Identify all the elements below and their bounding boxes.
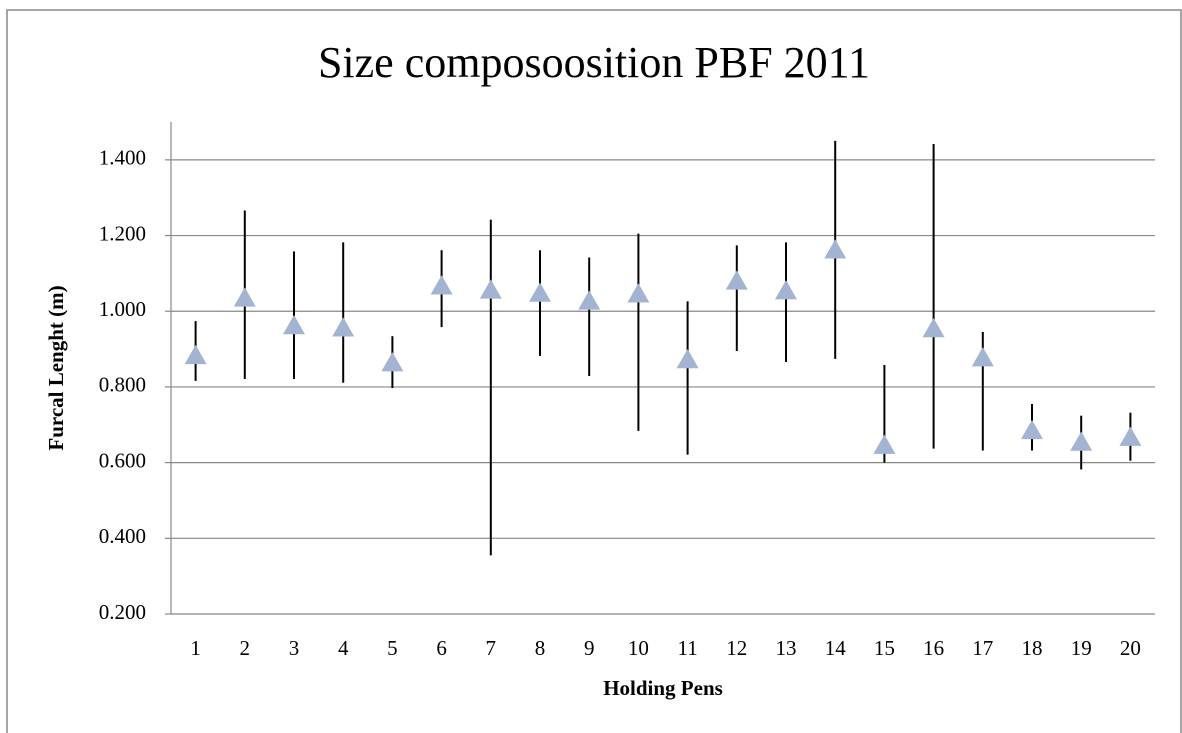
x-tick-label: 13 (776, 636, 797, 660)
marker (332, 317, 355, 337)
x-tick-label: 18 (1022, 636, 1043, 660)
marker (627, 283, 650, 303)
marker (381, 352, 404, 372)
y-tick-label: 0.600 (99, 448, 146, 472)
y-axis-label: Furcal Lenght (m) (44, 285, 68, 450)
x-tick-label: 7 (486, 636, 497, 660)
marker (233, 287, 256, 307)
x-tick-label: 2 (240, 636, 251, 660)
chart-title: Size composoosition PBF 2011 (318, 38, 870, 87)
marker (578, 290, 601, 310)
x-axis-label: Holding Pens (603, 676, 723, 700)
marker (775, 280, 797, 300)
marker (971, 347, 994, 367)
y-tick-label: 0.400 (99, 524, 146, 548)
x-tick-label: 4 (338, 636, 349, 660)
y-tick-label: 0.800 (99, 373, 146, 397)
marker (430, 275, 453, 295)
marker (676, 349, 699, 369)
x-tick-label: 12 (726, 636, 747, 660)
marker (479, 279, 502, 299)
x-tick-label: 11 (677, 636, 697, 660)
marker (184, 344, 207, 365)
x-tick-label: 10 (628, 636, 649, 660)
x-tick-label: 15 (874, 636, 895, 660)
x-tick-label: 1 (190, 636, 201, 660)
x-tick-label: 14 (825, 636, 847, 660)
x-tick-label: 6 (436, 636, 447, 660)
x-tick-label: 19 (1071, 636, 1092, 660)
x-tick-label: 16 (923, 636, 944, 660)
marker (1070, 431, 1093, 451)
x-tick-label: 5 (387, 636, 398, 660)
marker (873, 434, 896, 454)
y-tick-label: 1.400 (99, 146, 146, 170)
marker (824, 239, 847, 259)
x-tick-label: 17 (972, 636, 993, 660)
marker (1119, 426, 1142, 446)
y-tick-label: 1.200 (99, 221, 146, 245)
marker (922, 318, 945, 338)
y-tick-label: 0.200 (99, 600, 146, 624)
x-tick-label: 8 (535, 636, 546, 660)
y-tick-label: 1.000 (99, 297, 146, 321)
x-tick-label: 9 (584, 636, 595, 660)
marker (529, 282, 551, 302)
x-tick-label: 20 (1120, 636, 1141, 660)
marker (725, 270, 748, 290)
marker (1021, 419, 1043, 440)
chart-frame (6, 9, 1182, 733)
x-tick-label: 3 (289, 636, 300, 660)
marker (283, 314, 305, 335)
